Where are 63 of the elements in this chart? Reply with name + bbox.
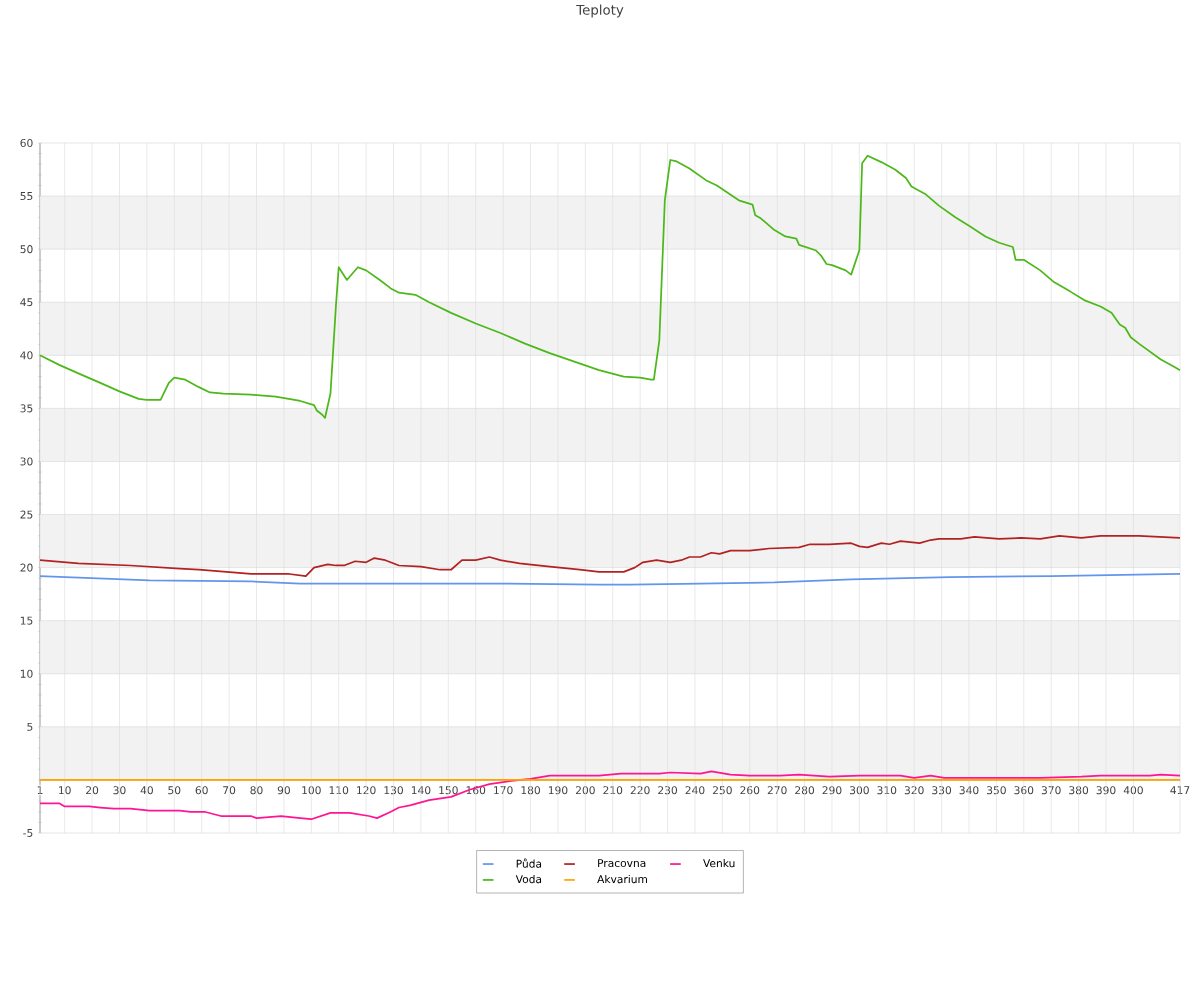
x-tick-label: 20 [86, 786, 99, 795]
x-tick-label: 40 [140, 786, 153, 795]
x-tick-label: 160 [466, 786, 486, 795]
x-tick-label: 230 [658, 786, 678, 795]
x-tick-label: 340 [959, 786, 979, 795]
x-tick-label: 280 [795, 786, 815, 795]
line-series [39, 534, 1181, 577]
x-tick-label: 250 [712, 786, 732, 795]
x-tick-label: 60 [195, 786, 208, 795]
x-tick-label: 140 [411, 786, 431, 795]
x-tick-label: 80 [250, 786, 263, 795]
x-tick-label: 350 [987, 786, 1006, 795]
x-tick-label: 150 [439, 786, 458, 795]
x-tick-label: 417 [1170, 786, 1190, 794]
x-tick-label: 290 [822, 786, 842, 795]
x-tick-label: 380 [1069, 786, 1089, 795]
y-tick-label: 30 [20, 457, 33, 466]
y-tick-label: 45 [20, 298, 33, 307]
x-tick-label: 260 [740, 786, 760, 795]
y-tick-label: 15 [20, 616, 33, 625]
y-tick-label: 20 [20, 563, 33, 572]
y-tick-label: 10 [20, 669, 33, 678]
y-tick-label: -5 [23, 829, 33, 837]
x-tick-label: 30 [113, 786, 126, 795]
y-tick-label: 35 [20, 404, 33, 413]
x-tick-label: 360 [1014, 786, 1034, 795]
y-tick-label: 50 [20, 245, 33, 254]
y-tick-label: 40 [20, 351, 33, 360]
x-tick-label: 110 [329, 786, 349, 795]
x-tick-label: 220 [630, 786, 650, 795]
x-tick-label: 390 [1096, 786, 1116, 795]
x-tick-label: 130 [384, 786, 403, 795]
x-tick-label: 10 [59, 786, 71, 795]
legend-label: Pracovna [598, 859, 646, 868]
legend-label: Akvarium [597, 874, 647, 884]
x-tick-label: 180 [521, 786, 541, 795]
x-tick-label: 1 [37, 786, 43, 794]
y-tick-label: 55 [20, 192, 33, 201]
y-tick-label: 5 [27, 722, 33, 731]
y-tick-label: 25 [20, 510, 33, 519]
x-tick-label: 200 [575, 786, 595, 795]
x-tick-label: 240 [685, 786, 705, 795]
x-tick-label: 300 [850, 786, 869, 795]
x-tick-label: 170 [494, 786, 513, 795]
x-tick-label: 120 [357, 786, 376, 795]
chart-title: Teploty [576, 4, 624, 18]
x-tick-label: 370 [1041, 786, 1061, 795]
x-tick-label: 100 [302, 786, 321, 795]
y-tick-label: 60 [20, 138, 33, 148]
line-series [39, 154, 1181, 419]
x-tick-label: 70 [223, 786, 236, 795]
x-tick-label: 50 [168, 786, 181, 795]
x-tick-label: 400 [1123, 786, 1143, 795]
x-tick-label: 210 [603, 786, 623, 795]
legend-label: Půda [516, 858, 542, 868]
legend-label: Venku [703, 859, 735, 868]
x-tick-label: 190 [548, 786, 568, 795]
x-tick-label: 90 [277, 786, 290, 795]
x-tick-label: 310 [877, 786, 897, 795]
x-tick-label: 320 [904, 786, 924, 795]
x-tick-label: 330 [932, 786, 952, 795]
x-tick-label: 270 [767, 786, 787, 795]
legend-label: Voda [515, 874, 542, 884]
